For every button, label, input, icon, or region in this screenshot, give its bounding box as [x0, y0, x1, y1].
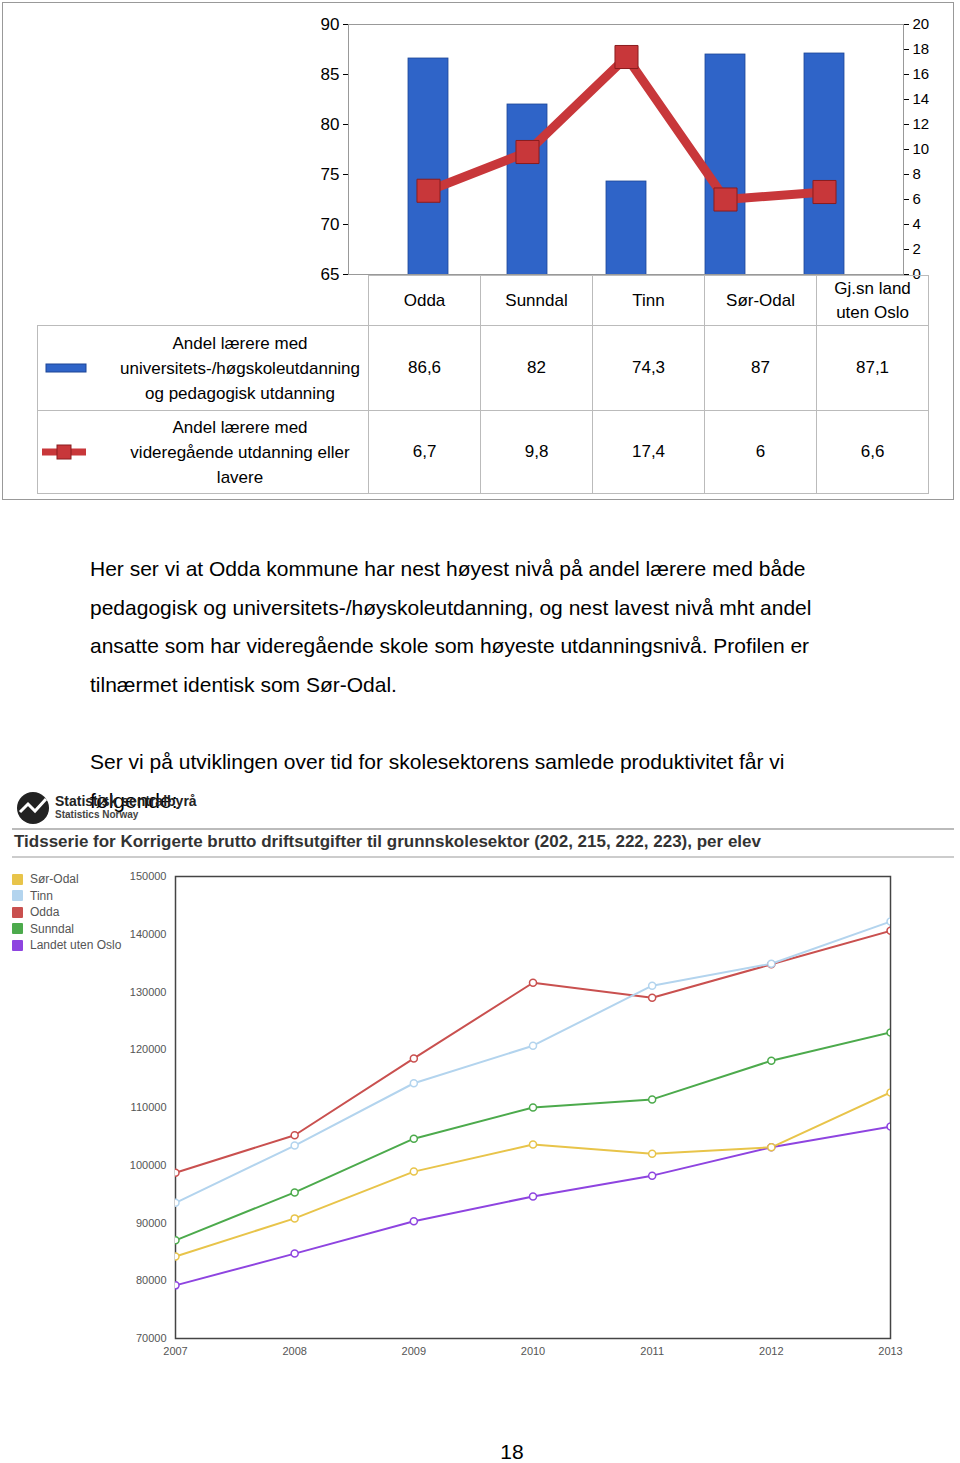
svg-text:10: 10 — [913, 140, 930, 157]
svg-text:2007: 2007 — [163, 1345, 187, 1357]
html-text:Sunndal: Sunndal — [505, 290, 568, 310]
svg-text:110000: 110000 — [131, 1101, 167, 1113]
html-text:9,8: 9,8 — [524, 442, 549, 461]
html-text:Tinn: Tinn — [632, 290, 665, 310]
html-text:Ser vi på utviklingen over tid: Ser vi på utviklingen over tid for skole… — [90, 750, 785, 812]
svg-text:14: 14 — [913, 90, 930, 107]
html-text:6,6: 6,6 — [860, 442, 885, 461]
svg-text:2008: 2008 — [282, 1345, 306, 1357]
html-text:82: 82 — [527, 358, 546, 377]
svg-text:8: 8 — [913, 165, 921, 182]
html-text:86,6: 86,6 — [408, 358, 442, 377]
svg-text:2010: 2010 — [521, 1345, 545, 1357]
html-text:Sør-Odal: Sør-Odal — [726, 290, 795, 310]
svg-text:6: 6 — [913, 190, 921, 207]
svg-text:80000: 80000 — [136, 1274, 167, 1286]
html-text:Odda: Odda — [30, 905, 60, 920]
html-text:Her ser vi at Odda kommune har: Her ser vi at Odda kommune har nest høye… — [90, 557, 812, 697]
html-text:Andel lærere med universitets-: Andel lærere med universitets-/høgskoleu… — [120, 333, 360, 403]
html-text:Sør-Odal: Sør-Odal — [30, 872, 79, 887]
svg-text:2013: 2013 — [878, 1345, 902, 1357]
html-text:6: 6 — [755, 442, 766, 461]
svg-text:70: 70 — [321, 215, 340, 234]
svg-text:12: 12 — [913, 115, 930, 132]
html-text:18: 18 — [500, 1440, 524, 1463]
svg-text:20: 20 — [913, 15, 930, 32]
html-text:Statistisk sentralbyrå: Statistisk sentralbyrå — [55, 793, 197, 809]
svg-text:80: 80 — [321, 115, 340, 134]
html-text:Tinn: Tinn — [30, 888, 53, 903]
html-text:Tidsserie for Korrigerte brutt: Tidsserie for Korrigerte brutto driftsut… — [14, 832, 761, 851]
svg-text:90: 90 — [321, 15, 340, 34]
svg-text:85: 85 — [321, 65, 340, 84]
svg-text:2011: 2011 — [640, 1345, 664, 1357]
svg-text:18: 18 — [913, 40, 930, 57]
svg-text:4: 4 — [913, 215, 921, 232]
svg-text:120000: 120000 — [130, 1043, 167, 1055]
svg-text:16: 16 — [913, 65, 930, 82]
html-text:74,3: 74,3 — [632, 358, 666, 377]
html-text:Gj.sn land uten Oslo: Gj.sn land uten Oslo — [834, 278, 911, 322]
svg-text:100000: 100000 — [130, 1159, 167, 1171]
svg-text:2: 2 — [913, 240, 921, 257]
html-text:Odda: Odda — [403, 290, 446, 310]
svg-text:65: 65 — [321, 265, 340, 284]
svg-text:70000: 70000 — [136, 1332, 167, 1344]
html-text:6,7: 6,7 — [412, 442, 437, 461]
svg-text:75: 75 — [321, 165, 340, 184]
html-text:87: 87 — [751, 358, 770, 377]
svg-text:130000: 130000 — [130, 986, 167, 998]
html-text:Andel lærere med videregående: Andel lærere med videregående utdanning … — [130, 417, 350, 487]
svg-text:2009: 2009 — [402, 1345, 426, 1357]
svg-text:140000: 140000 — [130, 928, 167, 940]
svg-text:0: 0 — [913, 265, 921, 282]
svg-text:2012: 2012 — [759, 1345, 783, 1357]
svg-text:150000: 150000 — [130, 870, 167, 882]
svg-text:90000: 90000 — [136, 1217, 167, 1229]
html-text:Sunndal: Sunndal — [30, 921, 74, 936]
html-text:17,4: 17,4 — [632, 442, 666, 461]
html-text:Statistics Norway: Statistics Norway — [55, 809, 139, 820]
html-text:87,1: 87,1 — [856, 358, 890, 377]
html-text:Landet uten Oslo: Landet uten Oslo — [30, 938, 122, 953]
